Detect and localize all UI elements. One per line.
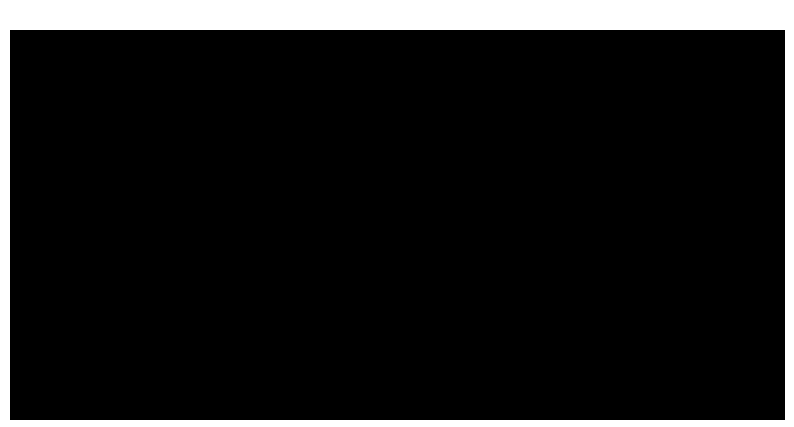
word-cloud — [10, 30, 785, 420]
word-cloud-svg — [10, 30, 785, 420]
